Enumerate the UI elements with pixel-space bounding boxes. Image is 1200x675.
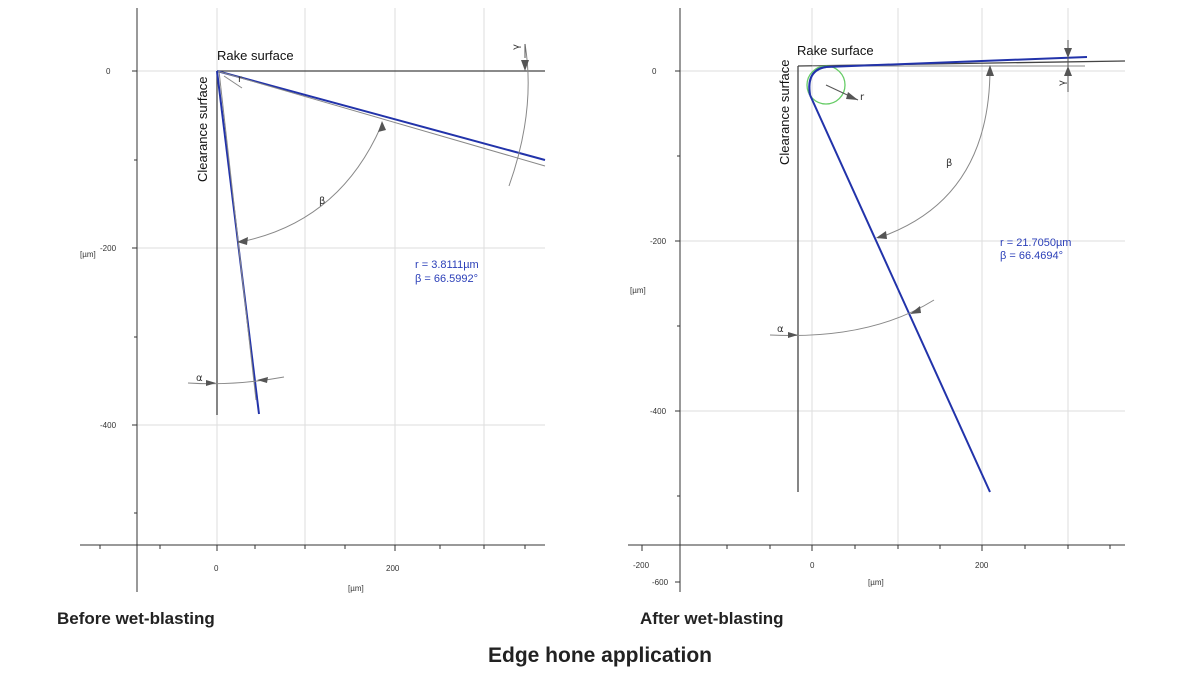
right-alpha-arrow-b [910, 306, 921, 314]
left-ytick-0: 0 [106, 67, 111, 76]
right-x-unit: [µm] [868, 578, 884, 587]
right-hone-profile [808, 65, 827, 96]
right-xtick-1: 0 [810, 561, 815, 570]
left-gamma-arc [508, 43, 529, 187]
right-y-unit: [µm] [630, 286, 646, 295]
right-beta-arc [877, 67, 991, 239]
left-panel: 0 -200 -400 0 200 [µm] [µm] r β α γ Rake… [80, 8, 546, 593]
right-alpha-arrow-a [788, 332, 798, 338]
left-beta-arc [239, 123, 383, 243]
left-alpha-arc [187, 376, 285, 385]
right-gamma-arrow-b [1064, 66, 1072, 76]
right-ytick-3: -600 [652, 578, 669, 587]
right-grid [680, 8, 1125, 545]
right-rake-surface-label: Rake surface [797, 43, 874, 58]
left-rake-profile [216, 70, 546, 161]
right-xtick-2: 200 [975, 561, 989, 570]
left-axis-ticks [99, 70, 526, 551]
left-clearance-fit [218, 70, 257, 401]
right-ytick-2: -400 [650, 407, 667, 416]
right-beta-arrow-a [986, 65, 994, 76]
right-panel: 0 -200 -400 -600 -200 0 200 [µm] [µm] r … [628, 8, 1126, 592]
left-ytick-1: -200 [100, 244, 117, 253]
right-gamma-arrow-a [1064, 48, 1072, 58]
left-beta-arrow-b [237, 237, 248, 245]
left-rake-surface-label: Rake surface [217, 48, 294, 63]
left-beta-value: β = 66.5992° [415, 273, 478, 285]
left-rake-fit [216, 70, 546, 167]
figure-title: Edge hone application [487, 644, 713, 667]
right-clearance-surface-label: Clearance surface [777, 60, 792, 166]
left-y-unit: [µm] [80, 250, 96, 259]
right-xtick-0: -200 [633, 561, 650, 570]
left-radius-leader [223, 75, 243, 89]
left-xtick-1: 200 [386, 564, 400, 573]
left-gamma-arrow [521, 60, 529, 71]
right-panel-caption: After wet-blasting [640, 609, 784, 628]
left-radius-value: r = 3.8111µm [415, 259, 479, 271]
right-label-beta: β [946, 158, 952, 169]
left-label-r: r [238, 74, 243, 85]
left-ytick-2: -400 [100, 421, 117, 430]
left-panel-caption: Before wet-blasting [57, 609, 215, 628]
right-clearance-profile [809, 94, 991, 493]
left-label-beta: β [319, 196, 325, 207]
left-label-alpha: α [196, 373, 203, 384]
right-label-r: r [860, 92, 865, 103]
left-xtick-0: 0 [214, 564, 219, 573]
right-label-alpha: α [777, 324, 784, 335]
left-alpha-arrow-a [206, 380, 216, 386]
left-alpha-arrow-b [257, 377, 268, 383]
left-x-unit: [µm] [348, 584, 364, 593]
right-ytick-0: 0 [652, 67, 657, 76]
right-beta-arrow-b [876, 231, 887, 239]
left-clearance-surface-label: Clearance surface [195, 77, 210, 183]
left-beta-arrow-a [378, 121, 386, 132]
right-ytick-1: -200 [650, 237, 667, 246]
right-alpha-arc [769, 299, 935, 337]
right-beta-value: β = 66.4694° [1000, 250, 1063, 262]
right-rake-profile [825, 56, 1088, 68]
right-label-gamma: γ [1057, 80, 1068, 86]
right-radius-arrow [846, 92, 858, 100]
right-axis-ticks [641, 70, 1111, 583]
right-radius-value: r = 21.7050µm [1000, 237, 1071, 249]
left-label-gamma: γ [511, 44, 522, 50]
